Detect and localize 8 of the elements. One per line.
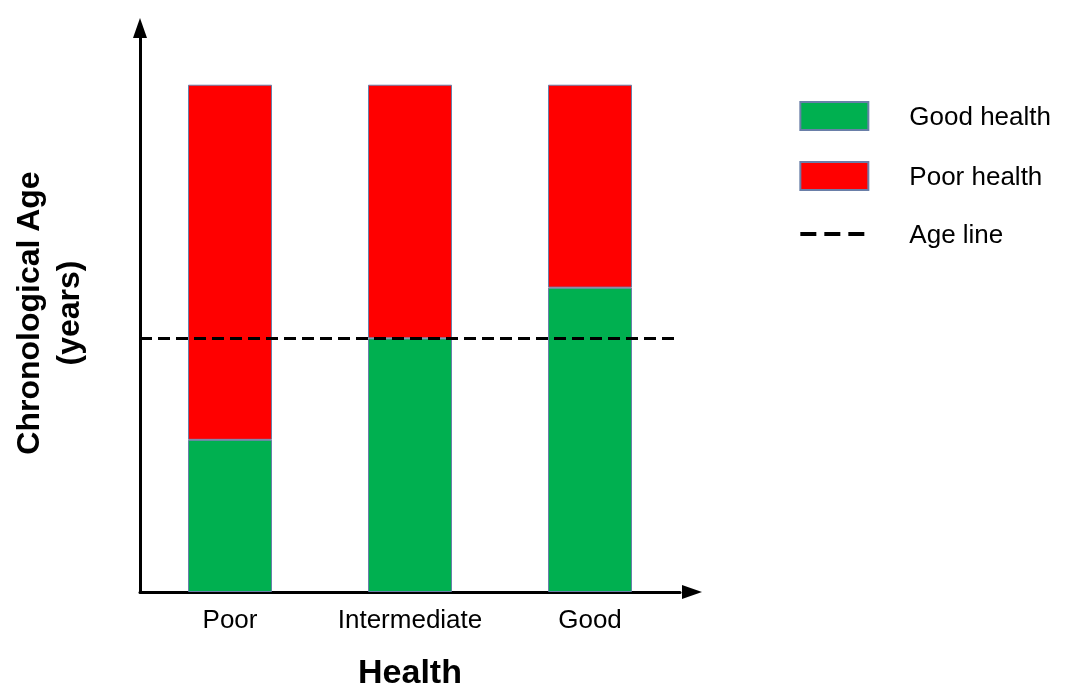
y-axis-title: Chronological Age (years) [10, 171, 86, 455]
legend-label: Good health [909, 101, 1051, 131]
legend-label: Age line [909, 219, 1004, 249]
x-axis-title: Health [358, 652, 462, 690]
x-tick-label: Poor [202, 604, 258, 634]
legend-label: Poor health [909, 161, 1043, 191]
x-tick-label: Good [558, 604, 622, 634]
x-tick-label: Intermediate [337, 604, 483, 634]
